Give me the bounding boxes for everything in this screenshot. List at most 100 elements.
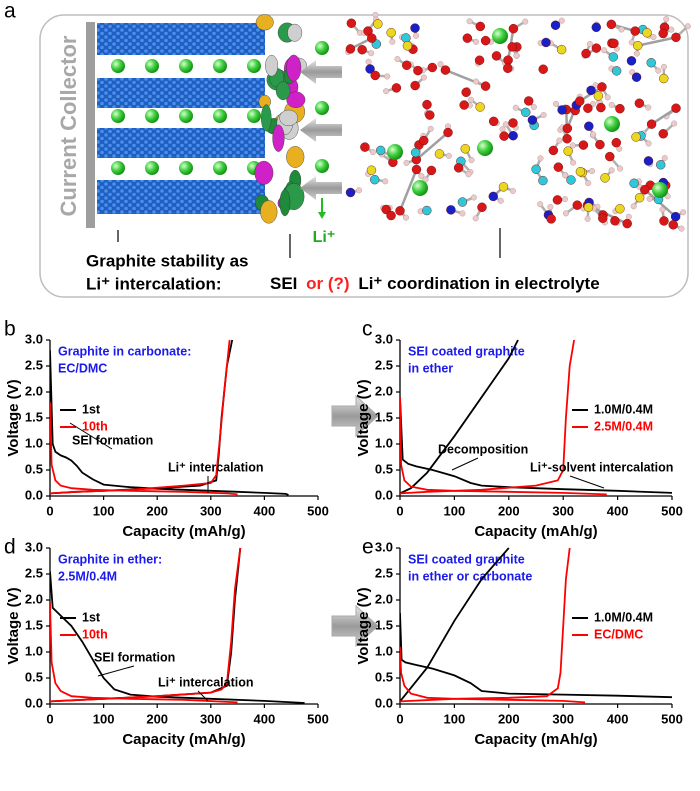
atom: [634, 193, 645, 203]
atom: [646, 119, 657, 129]
graphite-layer: [97, 23, 265, 55]
atom: [459, 210, 466, 217]
panel-arrow: [331, 604, 379, 648]
atom: [527, 115, 538, 125]
atom: [575, 166, 586, 177]
atom: [558, 17, 565, 24]
frame: [39, 14, 689, 298]
sei-blob: [286, 91, 306, 108]
atom: [488, 116, 499, 127]
atom: [633, 40, 643, 51]
li-ball: [179, 109, 193, 123]
collector: [86, 22, 95, 228]
x-tick-label: 400: [254, 711, 276, 726]
atom: [611, 66, 622, 76]
or-text: or (?): [306, 274, 349, 293]
y-axis-title: Voltage (V): [5, 379, 22, 456]
atom: [562, 172, 569, 179]
y-tick-label: 1.0: [25, 435, 43, 450]
atom: [508, 23, 519, 34]
panel-label: b: [4, 318, 16, 341]
collector-label: Current Collector: [56, 35, 81, 216]
series-line: [400, 547, 672, 702]
atom: [583, 103, 593, 113]
atom: [650, 33, 657, 40]
atom: [367, 33, 377, 43]
x-tick-label: 200: [146, 711, 168, 726]
note: EC/DMC: [58, 361, 107, 375]
atom: [360, 142, 370, 152]
atom: [569, 142, 576, 149]
atom: [537, 201, 544, 208]
atom: [403, 214, 410, 221]
atom: [345, 187, 356, 198]
atom: [375, 145, 386, 156]
atom: [591, 43, 602, 53]
atom: [552, 195, 563, 205]
note: SEI coated graphite: [408, 552, 525, 566]
bond: [398, 169, 418, 212]
series-line: [400, 339, 607, 496]
x-axis-title: Capacity (mAh/g): [474, 731, 597, 748]
atom: [585, 180, 592, 187]
atom: [394, 56, 401, 63]
atom: [475, 21, 486, 32]
atom: [600, 173, 610, 183]
atom: [671, 32, 681, 43]
atom: [498, 182, 509, 192]
x-tick-label: 300: [200, 503, 222, 518]
x-tick-label: 100: [93, 503, 115, 518]
li-ball: [179, 161, 193, 175]
sei-blob: [275, 81, 291, 101]
atom: [457, 197, 468, 207]
caption: Li⁺ intercalation:: [86, 274, 222, 293]
atom: [474, 55, 485, 65]
atom: [646, 195, 653, 202]
atom: [645, 140, 652, 147]
atom: [403, 159, 410, 166]
y-tick-label: 3.0: [25, 539, 43, 554]
atom: [410, 23, 420, 33]
atom: [426, 165, 437, 176]
atom: [618, 26, 625, 33]
atom: [503, 55, 513, 65]
sei-blob: [254, 160, 274, 185]
atom: [658, 28, 668, 39]
y-tick-label: 0.5: [25, 669, 43, 684]
panel-label: a: [4, 0, 16, 23]
chart: d 0.0 0.5 1.0 1.5 2.0 2.5 3.0 0 100 200 300 400 500 Ca…: [4, 536, 329, 748]
atom: [538, 175, 548, 186]
atom: [508, 131, 518, 141]
atom: [608, 101, 615, 108]
atom: [629, 178, 639, 188]
li-ball: [111, 59, 125, 73]
electrolyte: [345, 11, 691, 232]
atom: [590, 131, 597, 138]
atom: [382, 178, 389, 185]
atom: [384, 73, 391, 80]
atom: [630, 203, 637, 210]
atom: [461, 87, 471, 98]
atom: [546, 214, 556, 224]
atom: [521, 107, 531, 118]
li-ball: [145, 109, 159, 123]
y-tick-label: 2.5: [375, 357, 393, 372]
atom: [468, 157, 475, 164]
atom: [605, 151, 615, 162]
y-tick-label: 3.0: [375, 331, 393, 346]
note: SEI coated graphite: [408, 344, 525, 358]
x-tick-label: 500: [661, 503, 683, 518]
chart: c 0.0 0.5 1.0 1.5 2.0 2.5 3.0 0 100 200 300 400 500 Ca…: [355, 318, 683, 540]
flux-arrows: [300, 60, 342, 219]
x-tick-label: 0: [46, 503, 53, 518]
atom: [615, 103, 625, 114]
atom: [402, 60, 412, 70]
sei-blob: [261, 104, 272, 132]
atom: [507, 42, 517, 52]
atom: [522, 18, 529, 25]
atom: [422, 99, 432, 110]
sei-blob: [279, 109, 299, 127]
atom: [480, 35, 491, 46]
x-tick-label: 0: [396, 503, 403, 518]
y-tick-label: 2.5: [375, 565, 393, 580]
